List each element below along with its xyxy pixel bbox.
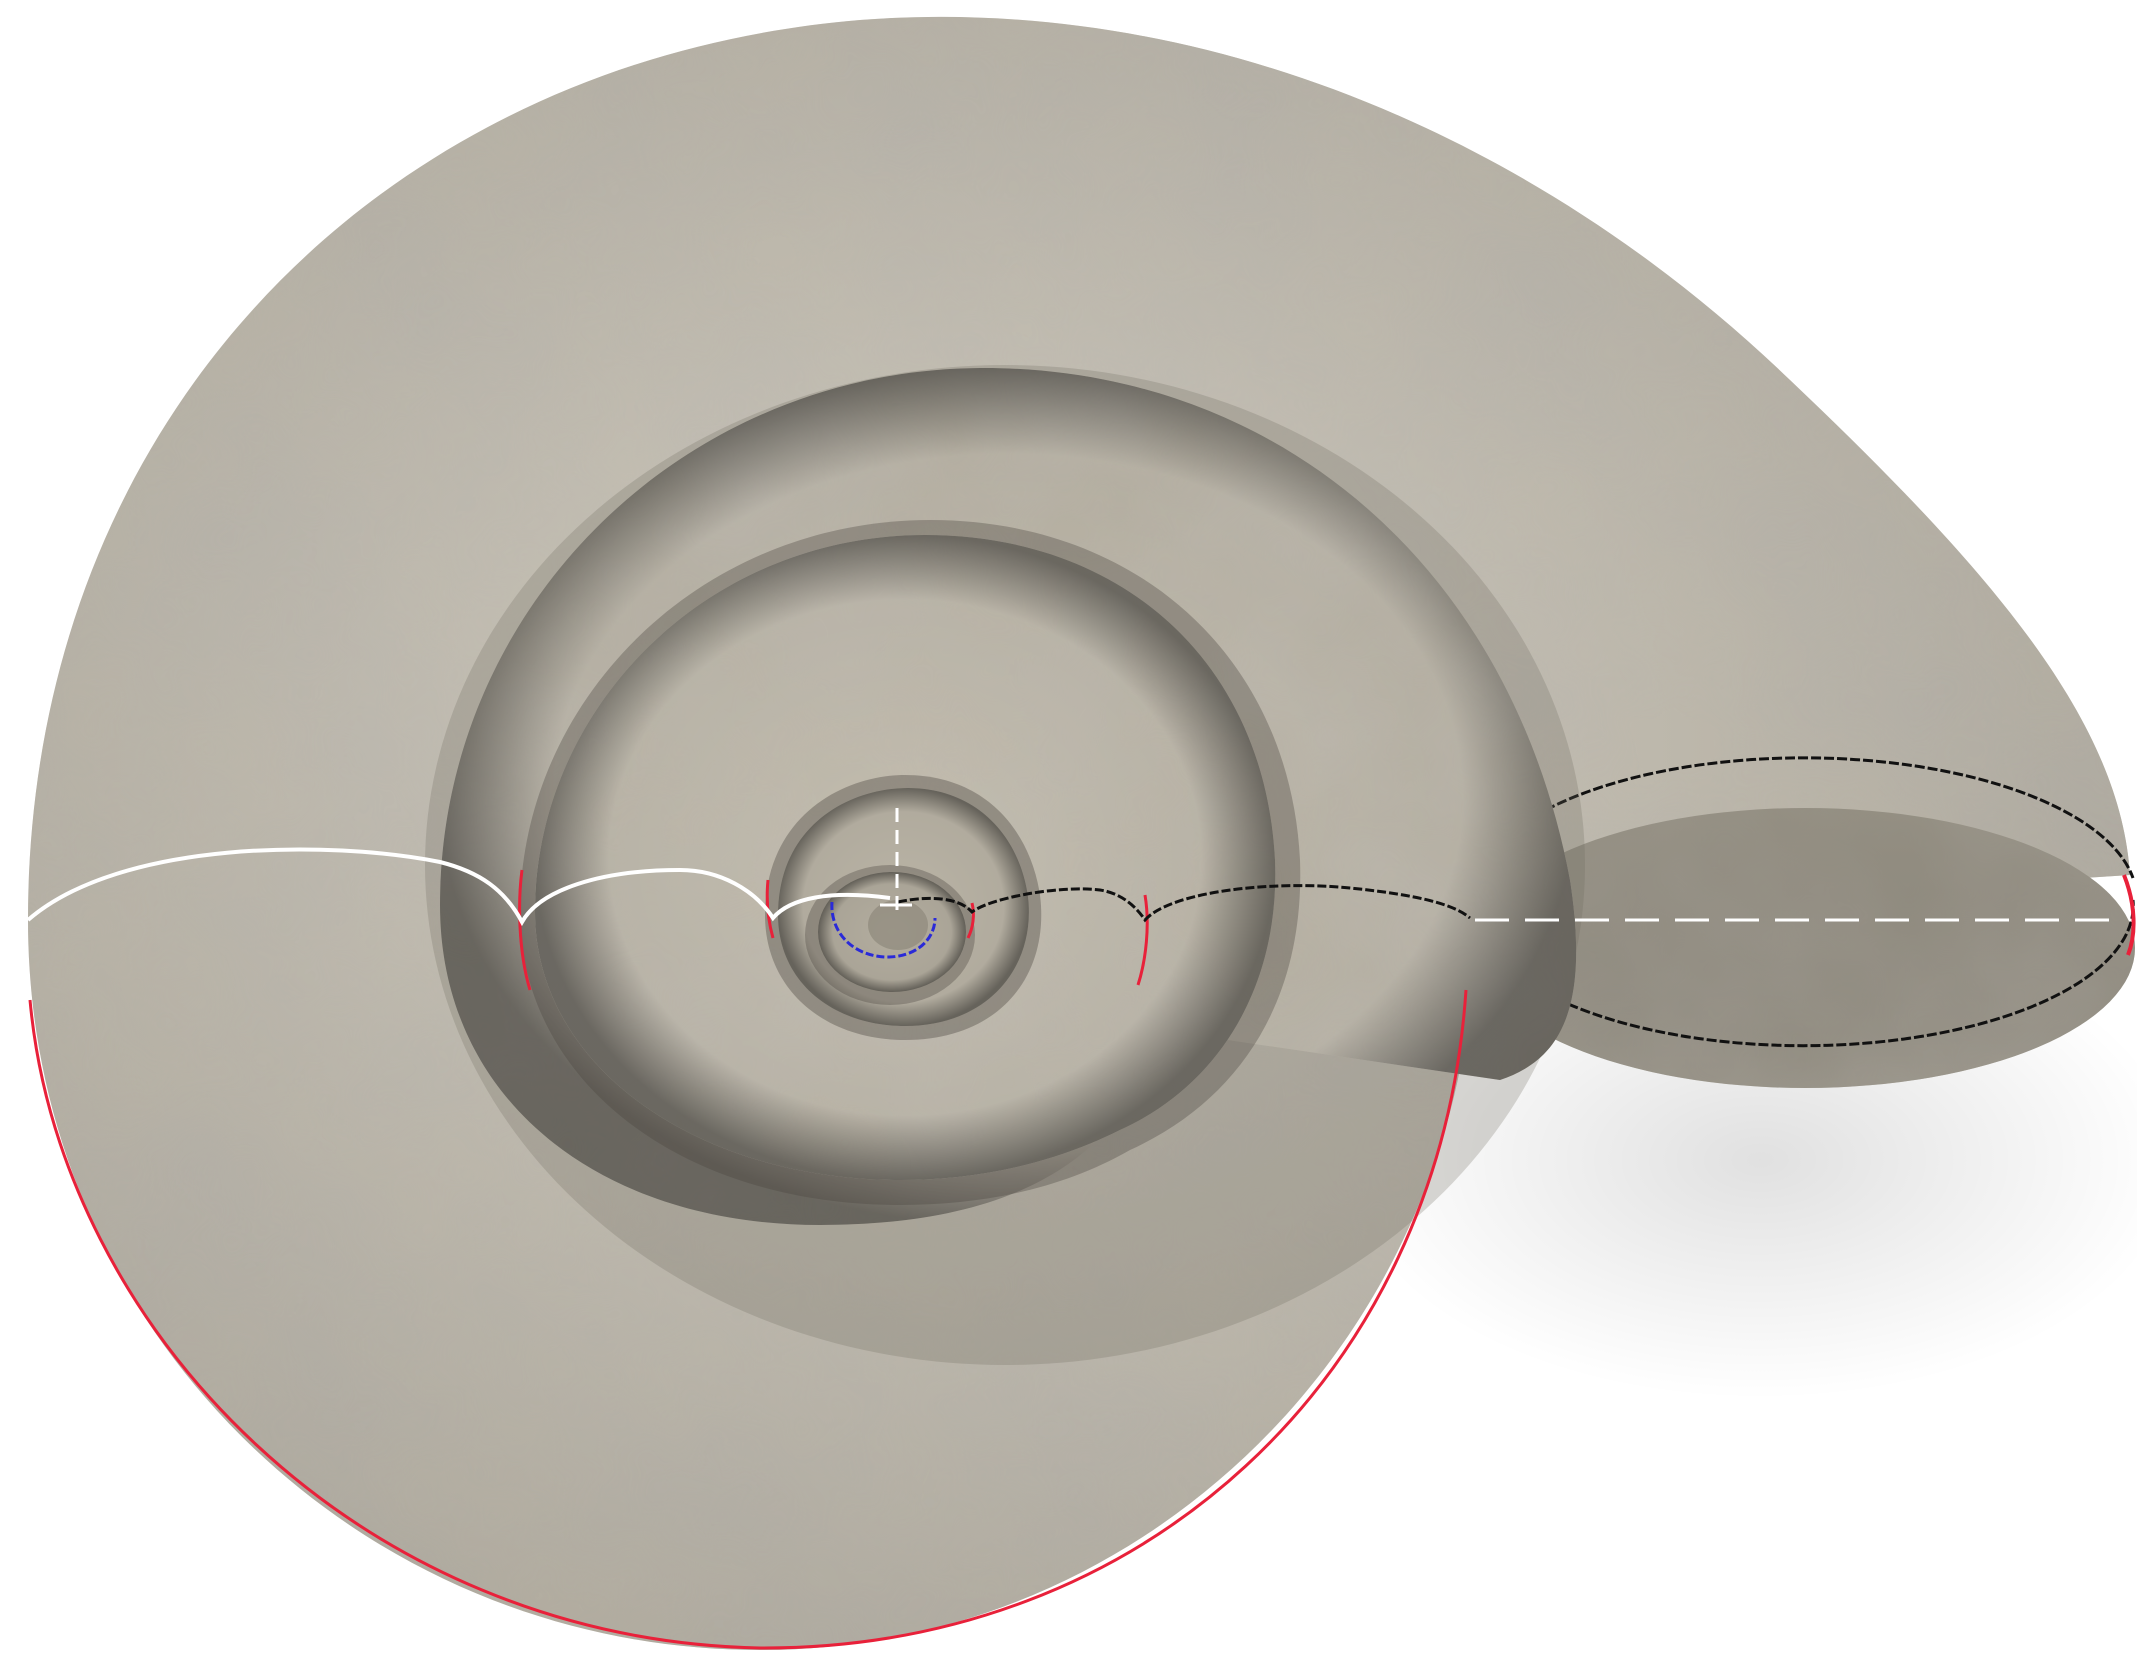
aperture-red-edge bbox=[2122, 874, 2136, 956]
aperture bbox=[1469, 756, 2136, 1088]
suture-curve-white bbox=[26, 847, 891, 927]
red-mark-2 bbox=[1136, 894, 1149, 986]
whorl-3 bbox=[520, 520, 1301, 1205]
red-mark-1 bbox=[518, 869, 532, 991]
red-mark-4 bbox=[966, 902, 975, 939]
inner-curve-blue bbox=[830, 901, 937, 959]
whorl-5 bbox=[805, 865, 975, 1005]
outer-rim-red bbox=[28, 989, 1468, 1650]
suture-curve-black bbox=[897, 884, 1471, 923]
